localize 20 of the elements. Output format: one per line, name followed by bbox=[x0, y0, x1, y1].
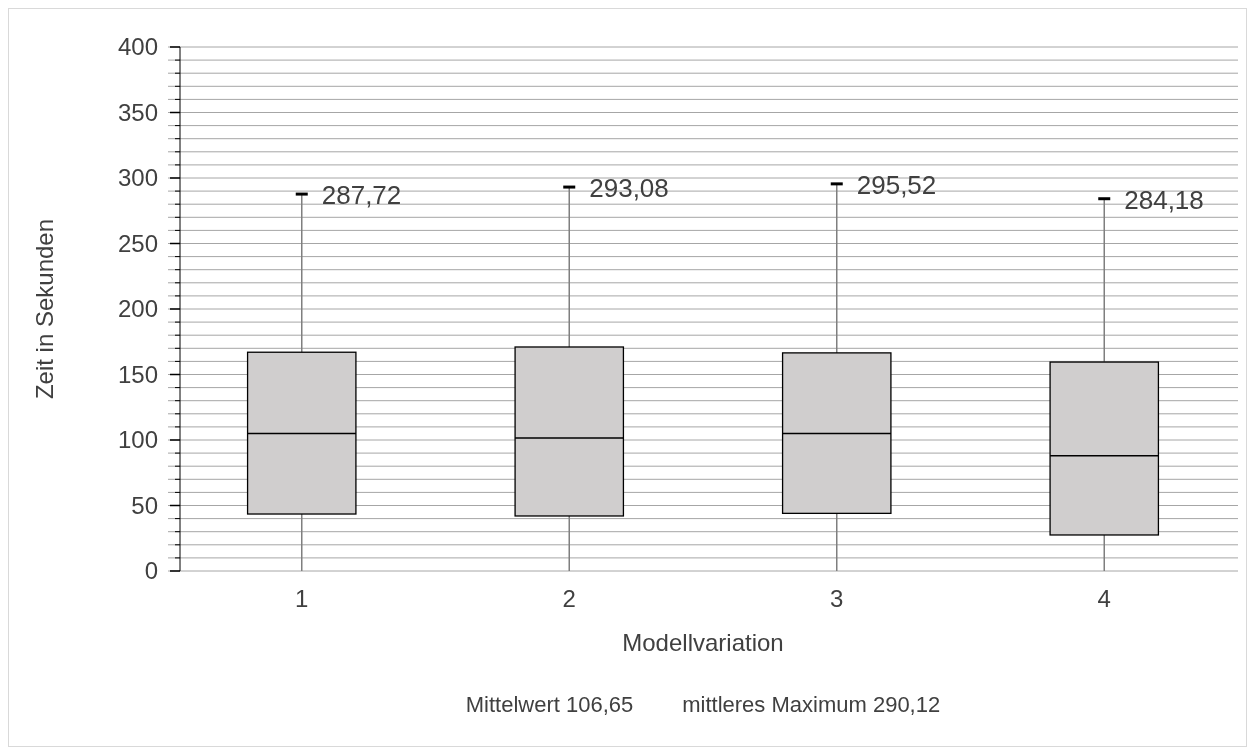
x-tick-label: 2 bbox=[562, 585, 576, 612]
y-axis-title: Zeit in Sekunden bbox=[31, 218, 58, 400]
annotation: 295,52 bbox=[856, 169, 937, 200]
y-tick-label: 150 bbox=[117, 360, 158, 388]
y-tick-label: 300 bbox=[117, 164, 158, 192]
text: Mittelwert 106,65 mittleres Maximum 290,12 bbox=[465, 692, 941, 717]
annotation: 284,18 bbox=[1124, 184, 1204, 215]
y-tick-label: 400 bbox=[117, 33, 158, 61]
x-tick-label: 1 bbox=[295, 585, 309, 612]
annotation: 293,08 bbox=[589, 173, 669, 204]
annotation: 287,72 bbox=[321, 180, 402, 211]
y-tick-label: 350 bbox=[117, 98, 158, 126]
y-tick-label: 100 bbox=[117, 426, 158, 454]
y-tick-label: 50 bbox=[131, 491, 158, 519]
y-tick-label: 0 bbox=[144, 557, 158, 585]
x-tick-label: 4 bbox=[1097, 585, 1111, 612]
x-tick-label: 3 bbox=[830, 585, 844, 612]
y-tick-label: 200 bbox=[117, 295, 158, 323]
x-axis-title: Modellvariation bbox=[622, 629, 784, 656]
y-tick-label: 250 bbox=[117, 229, 158, 257]
